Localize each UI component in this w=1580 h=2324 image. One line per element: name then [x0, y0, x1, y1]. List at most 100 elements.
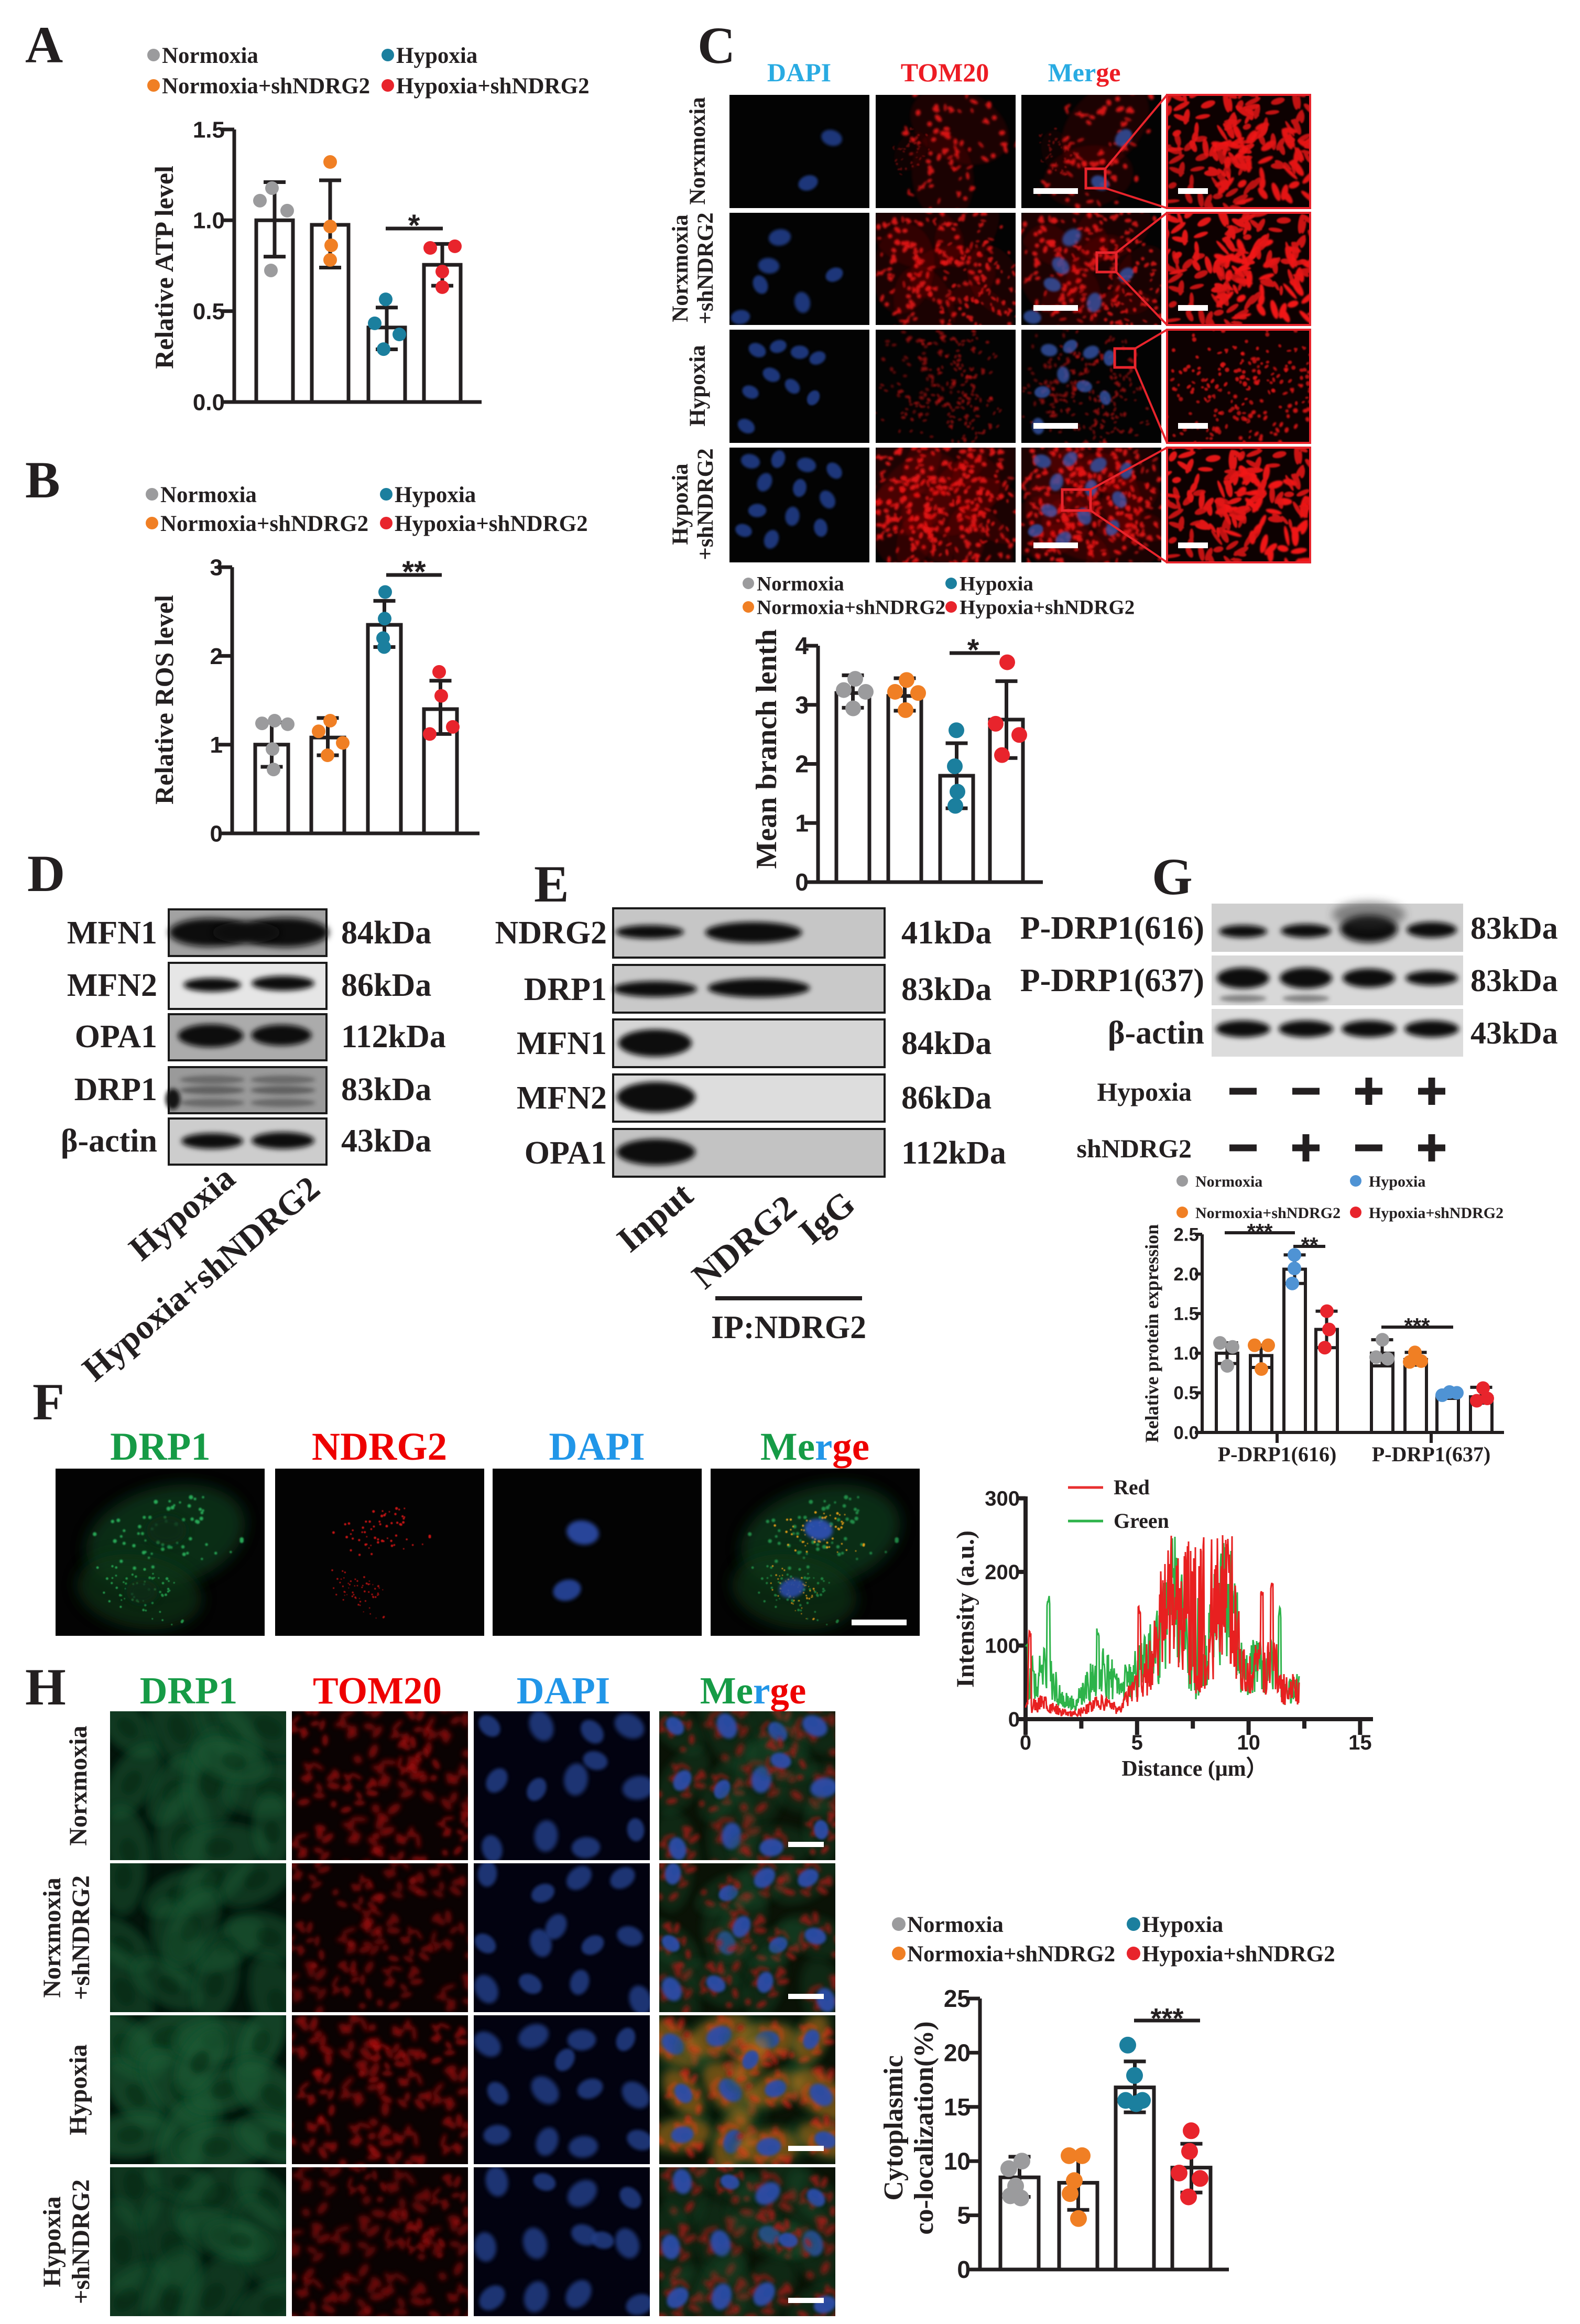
svg-text:Mean branch lenth: Mean branch lenth — [750, 629, 783, 868]
svg-text:86kDa: 86kDa — [341, 968, 431, 1003]
svg-text:A: A — [25, 16, 63, 74]
svg-text:112kDa: 112kDa — [341, 1019, 446, 1055]
svg-text:P-DRP1(637): P-DRP1(637) — [1372, 1442, 1491, 1466]
svg-text:1.5: 1.5 — [193, 117, 225, 143]
svg-text:IP:NDRG2: IP:NDRG2 — [711, 1310, 866, 1345]
svg-text:β-actin: β-actin — [1108, 1015, 1204, 1051]
svg-text:200: 200 — [985, 1561, 1020, 1584]
svg-text:0: 0 — [1020, 1731, 1031, 1754]
svg-text:4: 4 — [795, 632, 809, 659]
svg-text:83kDa: 83kDa — [1470, 911, 1558, 946]
svg-text:Hypoxia: Hypoxia — [38, 2196, 66, 2287]
svg-text:Normoxia: Normoxia — [1195, 1173, 1262, 1190]
svg-text:0: 0 — [957, 2256, 971, 2283]
svg-text:Hypoxia+shNDRG2: Hypoxia+shNDRG2 — [396, 74, 590, 99]
svg-text:DRP1: DRP1 — [110, 1425, 211, 1469]
svg-text:D: D — [27, 844, 65, 903]
svg-text:43kDa: 43kDa — [1470, 1016, 1558, 1050]
svg-text:84kDa: 84kDa — [341, 915, 431, 951]
svg-text:Merge: Merge — [700, 1669, 807, 1712]
svg-text:*: * — [408, 209, 420, 243]
svg-text:H: H — [25, 1658, 66, 1716]
svg-text:15: 15 — [944, 2093, 971, 2121]
svg-text:83kDa: 83kDa — [901, 972, 991, 1007]
svg-text:Hypoxia: Hypoxia — [960, 573, 1033, 595]
svg-text:DRP1: DRP1 — [74, 1072, 157, 1107]
svg-text:Hypoxia+shNDRG2: Hypoxia+shNDRG2 — [1369, 1204, 1503, 1222]
svg-text:Norxmoxia: Norxmoxia — [38, 1877, 66, 1997]
svg-text:NDRG2: NDRG2 — [495, 915, 607, 951]
svg-text:Norxmoxia: Norxmoxia — [685, 97, 710, 204]
svg-text:MFN1: MFN1 — [517, 1026, 607, 1061]
svg-text:co-localization(%): co-localization(%) — [909, 2021, 939, 2234]
svg-text:Hypoxia: Hypoxia — [64, 2044, 92, 2135]
svg-text:5: 5 — [957, 2202, 971, 2229]
svg-text:Normoxia: Normoxia — [757, 573, 844, 595]
svg-text:83kDa: 83kDa — [1470, 963, 1558, 998]
svg-text:Hypoxia: Hypoxia — [395, 483, 476, 507]
svg-text:OPA1: OPA1 — [525, 1135, 607, 1171]
svg-text:Normoxia+shNDRG2: Normoxia+shNDRG2 — [907, 1942, 1115, 1967]
svg-text:0: 0 — [795, 868, 809, 896]
svg-text:3: 3 — [210, 555, 223, 581]
svg-text:2: 2 — [795, 751, 809, 778]
svg-text:C: C — [698, 16, 735, 74]
svg-text:Hypoxia: Hypoxia — [396, 44, 477, 68]
svg-text:15: 15 — [1348, 1731, 1372, 1754]
svg-text:86kDa: 86kDa — [901, 1080, 991, 1116]
svg-text:10: 10 — [944, 2147, 971, 2175]
svg-text:***: *** — [1247, 1219, 1273, 1244]
svg-text:Normoxia+shNDRG2: Normoxia+shNDRG2 — [1195, 1204, 1341, 1222]
svg-text:DRP1: DRP1 — [524, 972, 607, 1007]
svg-text:TOM20: TOM20 — [313, 1669, 442, 1712]
svg-text:Normoxia: Normoxia — [162, 44, 258, 68]
svg-text:Hypoxia: Hypoxia — [1097, 1077, 1192, 1106]
svg-text:Green: Green — [1114, 1509, 1169, 1533]
svg-text:F: F — [32, 1373, 64, 1431]
svg-text:P-DRP1(637): P-DRP1(637) — [1020, 963, 1204, 998]
svg-text:300: 300 — [985, 1487, 1020, 1511]
svg-text:+shNDRG2: +shNDRG2 — [693, 448, 718, 560]
svg-text:+shNDRG2: +shNDRG2 — [67, 1875, 95, 2000]
svg-text:G: G — [1152, 848, 1193, 906]
svg-text:NDRG2: NDRG2 — [312, 1425, 447, 1469]
svg-text:0.0: 0.0 — [193, 389, 225, 415]
svg-text:43kDa: 43kDa — [341, 1123, 431, 1159]
svg-text:Norxmoxia: Norxmoxia — [64, 1725, 92, 1845]
svg-text:Merge: Merge — [760, 1425, 869, 1469]
svg-text:+shNDRG2: +shNDRG2 — [67, 2179, 95, 2304]
svg-text:1.0: 1.0 — [193, 208, 225, 234]
svg-text:1.5: 1.5 — [1173, 1304, 1199, 1324]
svg-text:25: 25 — [944, 1985, 971, 2012]
svg-text:Hypoxia+shNDRG2: Hypoxia+shNDRG2 — [960, 596, 1135, 619]
svg-text:Red: Red — [1114, 1475, 1150, 1499]
svg-text:MFN1: MFN1 — [67, 915, 157, 951]
svg-text:10: 10 — [1237, 1731, 1260, 1754]
svg-text:MFN2: MFN2 — [517, 1080, 607, 1116]
svg-text:1: 1 — [795, 809, 809, 837]
svg-text:Normoxia: Normoxia — [160, 483, 257, 507]
svg-text:Relative ATP level: Relative ATP level — [149, 166, 179, 369]
svg-text:3: 3 — [795, 691, 809, 719]
svg-text:Distance (μm）: Distance (μm） — [1121, 1756, 1268, 1781]
svg-text:Hypoxia+shNDRG2: Hypoxia+shNDRG2 — [1142, 1942, 1335, 1967]
svg-text:0.0: 0.0 — [1173, 1422, 1199, 1443]
svg-text:20: 20 — [944, 2039, 971, 2067]
svg-text:DAPI: DAPI — [549, 1425, 645, 1469]
svg-text:shNDRG2: shNDRG2 — [1077, 1134, 1192, 1163]
svg-text:β-actin: β-actin — [61, 1123, 157, 1159]
svg-text:E: E — [534, 855, 569, 913]
svg-text:Hypoxia: Hypoxia — [1142, 1913, 1223, 1937]
svg-text:100: 100 — [985, 1635, 1020, 1658]
svg-text:Hypoxia: Hypoxia — [668, 463, 693, 545]
svg-text:***: *** — [1150, 2003, 1183, 2034]
svg-text:2.0: 2.0 — [1173, 1264, 1199, 1285]
svg-text:Normoxia+shNDRG2: Normoxia+shNDRG2 — [162, 74, 370, 99]
svg-text:83kDa: 83kDa — [341, 1072, 431, 1107]
svg-text:DAPI: DAPI — [517, 1669, 610, 1712]
svg-text:0: 0 — [210, 821, 223, 846]
svg-text:Normoxia+shNDRG2: Normoxia+shNDRG2 — [160, 512, 368, 536]
svg-text:Intensity (a.u.): Intensity (a.u.) — [952, 1530, 979, 1688]
svg-text:Normoxia+shNDRG2: Normoxia+shNDRG2 — [757, 596, 945, 619]
svg-text:Cytoplasmic: Cytoplasmic — [879, 2055, 909, 2200]
